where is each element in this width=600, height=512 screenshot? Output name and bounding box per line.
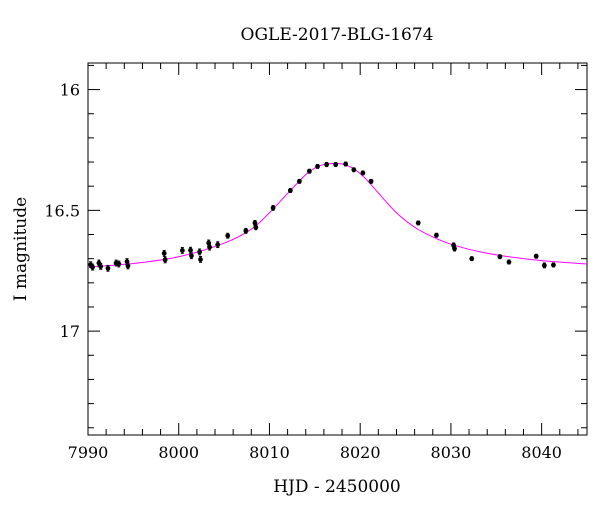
data-marker [506,259,512,265]
data-marker [179,248,185,253]
data-marker [116,261,122,267]
data-marker [253,224,259,230]
x-tick-label: 8010 [249,443,290,462]
data-marker [198,256,203,262]
data-marker [270,205,276,211]
data-point [270,205,276,211]
data-point [225,232,231,239]
data-marker [324,162,330,167]
data-point [415,220,421,226]
y-tick-label: 16 [60,81,80,100]
data-point [452,245,457,252]
data-marker [343,161,349,167]
data-marker [287,188,293,193]
data-marker [306,168,312,174]
x-tick-label: 8030 [431,443,472,462]
data-point [333,162,339,167]
data-marker [252,220,258,226]
y-tick-label: 17 [60,322,80,341]
data-marker [162,257,168,263]
data-point [306,168,312,174]
data-point [469,256,475,262]
x-tick-label: 8020 [340,443,381,462]
data-point [207,243,212,251]
data-point [161,249,167,257]
data-marker [188,247,193,253]
chart-title: OGLE-2017-BLG-1674 [241,25,434,45]
data-point [287,188,293,193]
data-point [315,163,320,169]
data-marker [105,265,111,271]
data-point [324,162,330,167]
data-marker [243,228,249,234]
data-point [198,255,203,263]
data-point [351,167,357,173]
data-point [90,263,95,271]
data-point [368,178,374,184]
data-point [116,260,122,268]
x-axis-label: HJD - 2450000 [273,477,401,497]
data-point [551,262,556,268]
data-marker [433,232,439,238]
data-point [296,178,302,184]
data-point [197,248,202,256]
data-point [506,259,512,265]
data-marker [452,246,457,251]
data-marker [197,249,202,255]
plot-frame [87,62,588,436]
data-marker [207,244,212,250]
data-point [541,262,547,269]
data-points-layer [88,161,556,272]
data-marker [90,264,95,270]
x-tick-label: 7990 [68,443,109,462]
data-point [433,232,439,238]
data-marker [315,163,320,169]
x-tick-label: 8040 [521,443,562,462]
axis-ticks [87,63,587,435]
data-marker [497,254,503,260]
data-marker [351,167,357,173]
data-marker [368,178,374,184]
data-point [125,262,131,270]
data-point [343,161,349,167]
data-marker [296,178,302,184]
data-point [162,256,168,264]
data-marker [469,256,475,262]
data-point [98,262,104,270]
data-marker [415,220,421,226]
data-point [179,247,185,254]
data-marker [225,233,231,239]
y-tick-label: 16.5 [44,201,80,220]
data-marker [161,250,167,256]
data-marker [333,162,339,167]
data-point [189,252,194,260]
data-marker [360,170,366,176]
data-marker [215,242,221,248]
data-point [533,253,539,259]
data-marker [189,253,194,259]
data-marker [551,262,556,268]
data-point [253,224,259,231]
data-marker [98,263,104,269]
data-marker [541,263,547,268]
data-marker [533,253,539,259]
data-point [497,254,503,260]
y-axis-label: I magnitude [11,197,31,301]
data-point [243,227,249,234]
data-point [360,170,366,176]
data-point [105,264,111,272]
data-point [215,241,221,249]
x-tick-label: 8000 [158,443,199,462]
data-marker [125,263,131,269]
data-point [188,246,193,254]
tick-labels: 7990 8000 8010 8020 8030 8040 16 16.5 17 [44,81,562,462]
